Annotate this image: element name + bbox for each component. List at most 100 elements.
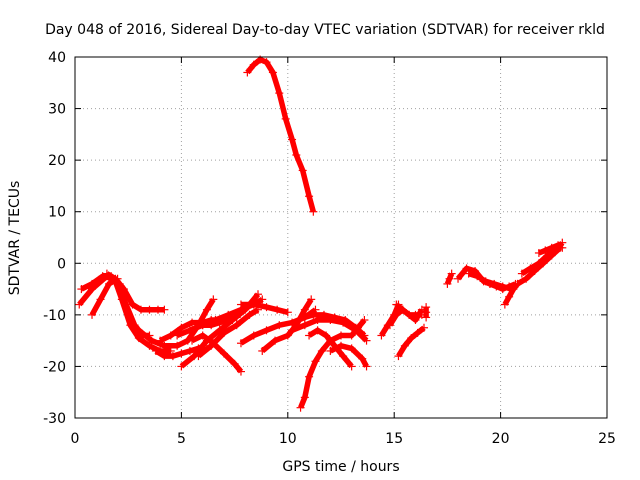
data-point [219, 328, 228, 337]
data-point [464, 269, 473, 278]
data-point [392, 310, 401, 319]
data-series-arc-11 [196, 307, 260, 359]
data-point [360, 331, 369, 340]
data-point [319, 310, 328, 319]
data-point [173, 341, 182, 350]
data-point [236, 300, 245, 309]
data-point [185, 346, 194, 355]
data-point [300, 305, 309, 314]
data-point [462, 264, 471, 273]
x-tick-label: 15 [385, 431, 403, 447]
data-point [413, 328, 422, 337]
data-point [249, 300, 258, 309]
data-point [249, 60, 258, 69]
data-point [305, 372, 314, 381]
data-point [547, 243, 556, 252]
data-point [522, 274, 531, 283]
data-point [296, 403, 305, 412]
data-point [443, 279, 452, 288]
data-point [77, 285, 86, 294]
data-point [339, 352, 348, 361]
data-series-arc-17 [245, 56, 316, 213]
data-point [347, 362, 356, 371]
data-point [554, 241, 563, 250]
x-tick-label: 5 [177, 431, 186, 447]
data-point [307, 295, 316, 304]
data-point [219, 349, 228, 358]
data-series-arc-6 [137, 297, 216, 349]
x-tick-label: 20 [492, 431, 510, 447]
data-point [400, 341, 409, 350]
y-tick-label: -20 [43, 359, 66, 375]
y-tick-label: 0 [57, 256, 66, 272]
y-tick-label: -30 [43, 411, 66, 427]
data-point [236, 367, 245, 376]
data-point [313, 326, 322, 335]
data-point [207, 321, 216, 330]
data-point [337, 341, 345, 350]
data-point [209, 295, 218, 304]
data-point [481, 277, 490, 286]
data-point [283, 331, 292, 340]
data-point [526, 264, 535, 273]
data-point [258, 295, 267, 304]
data-point [341, 316, 350, 325]
tick-layer: 0 5 10 15 20 25 -30 -20 -10 0 10 20 30 40 [43, 50, 616, 447]
data-series-arc-21 [307, 327, 354, 369]
data-point [177, 362, 186, 371]
data-point [258, 346, 267, 355]
data-point [243, 68, 252, 77]
data-point [292, 150, 301, 159]
data-point [88, 310, 97, 319]
data-point [322, 331, 331, 340]
data-point [119, 285, 128, 294]
data-point [394, 352, 403, 361]
data-point [305, 192, 314, 201]
data-point [177, 323, 186, 332]
data-point [202, 305, 211, 314]
data-point [105, 279, 114, 288]
data-point [198, 321, 207, 330]
data-point [305, 331, 314, 340]
data-point [215, 326, 224, 335]
data-point [317, 346, 326, 355]
data-point [262, 303, 271, 312]
data-point [298, 166, 307, 175]
data-point [541, 246, 550, 255]
data-point [111, 277, 120, 286]
data-point [75, 300, 84, 309]
data-point [98, 272, 107, 281]
data-point [249, 331, 258, 340]
data-point [236, 339, 245, 348]
data-point [300, 313, 309, 322]
data-point [215, 318, 224, 327]
data-point [168, 352, 177, 361]
data-series-arc-32 [502, 282, 520, 306]
data-point [330, 313, 339, 322]
data-point [232, 321, 241, 330]
data-point [360, 316, 369, 325]
data-point [300, 393, 309, 402]
y-axis-label: SDTVAR / TECUs [7, 181, 23, 296]
x-tick-label: 0 [71, 431, 80, 447]
data-point [326, 346, 335, 355]
data-point [447, 269, 456, 278]
data-point [392, 300, 401, 309]
data-point [309, 207, 318, 216]
data-point [194, 352, 203, 361]
data-point [177, 349, 186, 358]
data-point [288, 135, 297, 144]
data-point [145, 341, 154, 350]
data-point [185, 326, 194, 335]
data-point [411, 316, 420, 325]
data-point [309, 310, 318, 319]
data-point [96, 295, 105, 304]
data-point [454, 274, 463, 283]
data-point [405, 310, 414, 319]
data-point [358, 354, 367, 363]
data-point [283, 308, 292, 317]
data-point [377, 331, 386, 340]
data-point [136, 305, 145, 314]
data-point [224, 316, 233, 325]
